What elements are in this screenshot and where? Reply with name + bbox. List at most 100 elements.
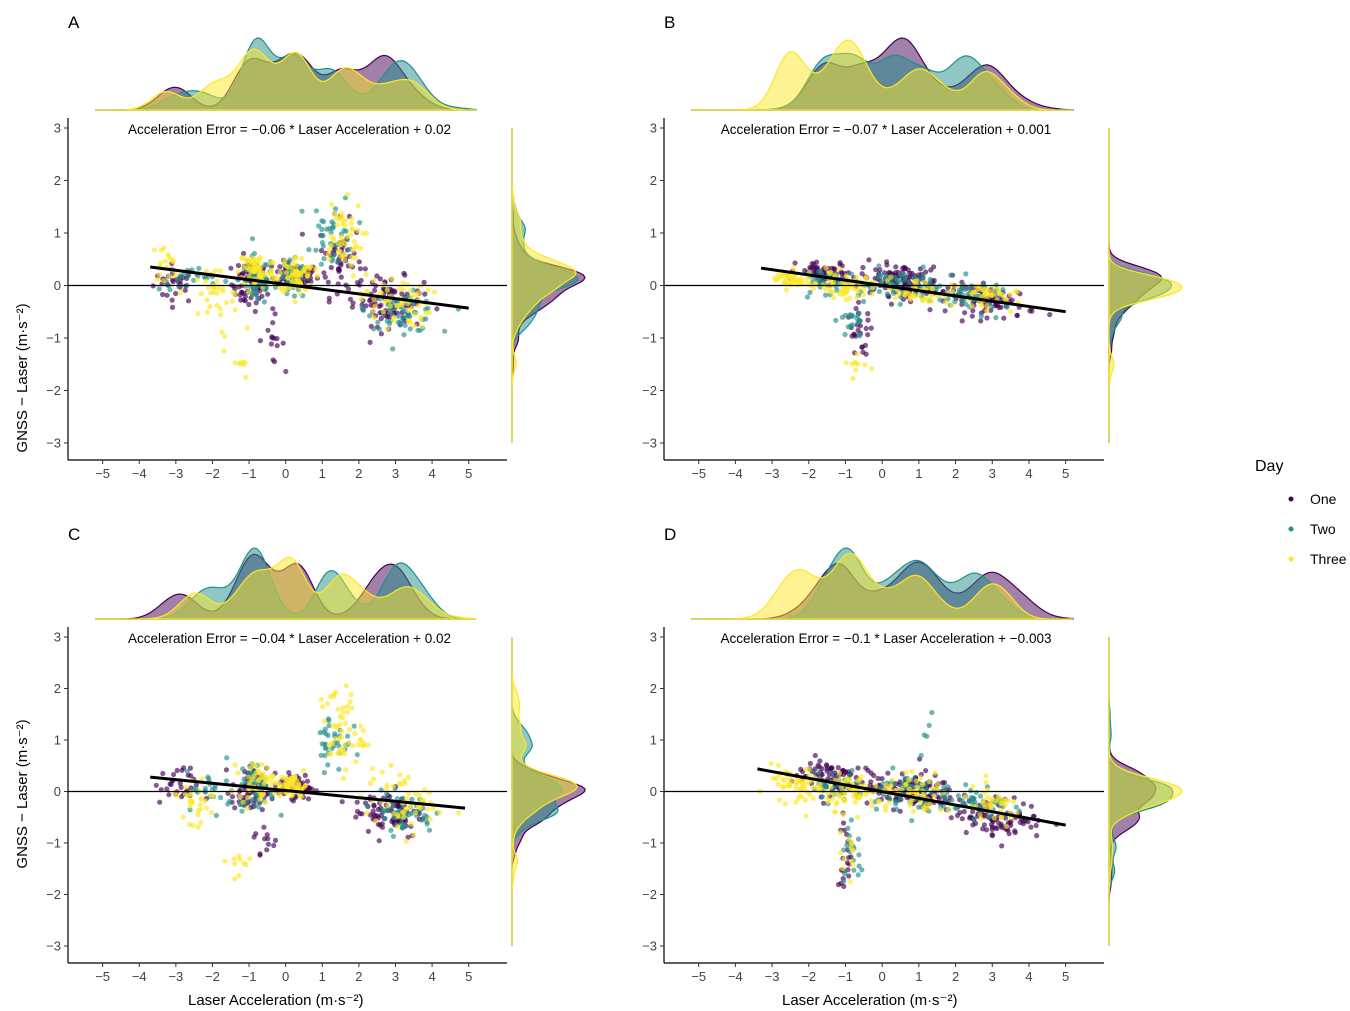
point-three [204, 309, 210, 315]
point-three [852, 360, 858, 366]
y-tick-label-d: 0 [650, 784, 657, 799]
point-three [953, 283, 959, 289]
point-two [313, 208, 319, 214]
point-one [372, 813, 378, 819]
point-three [861, 286, 867, 292]
point-two [893, 801, 899, 807]
point-one [1009, 297, 1015, 303]
point-two [213, 812, 219, 819]
fit-line-a [150, 265, 469, 310]
y-tick-label-a: −3 [46, 436, 61, 451]
point-three [315, 273, 321, 279]
point-three [888, 274, 894, 280]
point-three [340, 775, 346, 782]
point-two [395, 313, 401, 319]
point-one [1028, 803, 1034, 809]
point-three [933, 786, 940, 792]
point-two [325, 716, 332, 722]
point-one [884, 262, 890, 268]
point-one [865, 767, 871, 774]
point-two [156, 286, 162, 292]
point-three [910, 293, 916, 299]
point-three [365, 742, 371, 748]
point-one [272, 837, 279, 844]
point-one [792, 260, 798, 266]
point-one [325, 279, 331, 285]
y-tick-label-d: 3 [650, 630, 657, 645]
point-two [856, 852, 862, 858]
point-three [850, 375, 856, 381]
point-one [353, 814, 359, 820]
legend-label-one: One [1310, 491, 1337, 507]
point-two [833, 317, 839, 323]
point-three [793, 278, 799, 284]
point-two [331, 252, 337, 258]
point-two [167, 287, 173, 293]
point-three [332, 210, 338, 216]
point-three [302, 264, 308, 270]
point-three [285, 782, 291, 788]
point-one [153, 782, 159, 788]
point-three [917, 799, 923, 806]
point-three [870, 285, 876, 291]
point-one [1047, 312, 1053, 318]
point-two [876, 288, 883, 295]
point-one [257, 852, 263, 858]
point-three [361, 740, 367, 747]
point-two [261, 299, 267, 305]
point-three [885, 278, 891, 284]
point-one [182, 287, 188, 293]
marginal-density-x-b [691, 37, 1074, 111]
point-three [397, 772, 403, 778]
point-three [839, 784, 845, 791]
point-two [823, 292, 829, 298]
point-two [224, 755, 230, 761]
point-two [442, 328, 448, 334]
point-three [289, 272, 295, 278]
point-three [353, 759, 359, 765]
point-two [883, 273, 889, 279]
point-one [893, 264, 899, 270]
point-one [859, 271, 865, 277]
point-one [347, 296, 354, 302]
point-three [217, 306, 223, 312]
point-two [306, 247, 312, 253]
point-three [413, 810, 419, 816]
point-three [371, 277, 377, 283]
point-one [242, 293, 248, 300]
point-two [916, 804, 922, 810]
point-two [978, 313, 984, 319]
point-two [400, 795, 406, 801]
point-one [328, 264, 334, 271]
point-three [391, 811, 397, 817]
point-one [984, 315, 990, 321]
point-three [293, 275, 299, 282]
point-one [867, 782, 873, 789]
point-two [844, 842, 850, 848]
fit-line-c [150, 775, 466, 810]
point-two [845, 825, 851, 832]
point-one [378, 331, 384, 337]
point-two [1004, 304, 1010, 310]
point-three [838, 829, 844, 836]
point-three [195, 310, 201, 317]
point-two [890, 290, 897, 296]
point-one [326, 299, 332, 305]
point-one [336, 267, 342, 273]
point-one [948, 815, 954, 821]
point-three [292, 299, 298, 305]
point-one [879, 776, 885, 782]
point-three [787, 783, 793, 789]
point-three [289, 777, 295, 783]
point-three [249, 761, 256, 767]
point-three [348, 692, 354, 698]
point-three [830, 796, 836, 802]
point-three [823, 286, 829, 292]
point-three [241, 264, 247, 270]
point-three [380, 309, 386, 315]
point-one [309, 786, 315, 792]
point-one [283, 368, 289, 375]
point-two [918, 752, 924, 759]
point-one [1028, 824, 1034, 830]
point-three [258, 773, 264, 779]
